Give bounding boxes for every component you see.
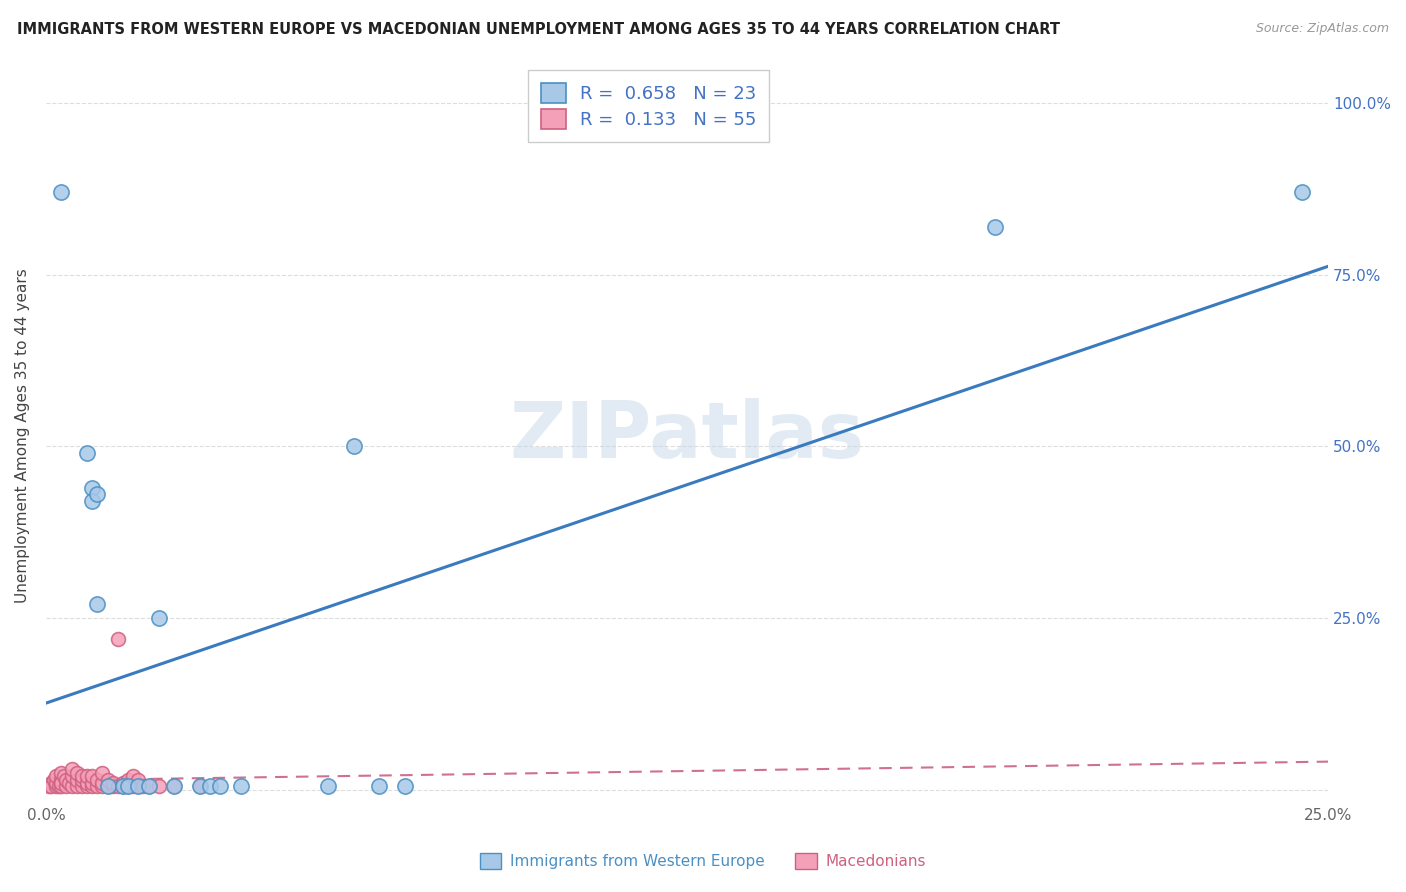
Point bbox=[39, 780, 62, 794]
Point bbox=[229, 780, 252, 794]
Point bbox=[198, 780, 221, 794]
Point bbox=[96, 780, 118, 794]
Point bbox=[86, 772, 108, 787]
Point bbox=[984, 219, 1007, 234]
Point bbox=[368, 780, 391, 794]
Point bbox=[86, 598, 108, 612]
Point bbox=[91, 765, 114, 780]
Point bbox=[117, 780, 139, 794]
Point bbox=[96, 772, 118, 787]
Point bbox=[70, 780, 93, 794]
Point bbox=[52, 769, 75, 783]
Point bbox=[76, 780, 98, 794]
Point bbox=[127, 780, 149, 794]
Point bbox=[82, 494, 104, 508]
Point bbox=[394, 780, 416, 794]
Point bbox=[138, 780, 160, 794]
Legend: Immigrants from Western Europe, Macedonians: Immigrants from Western Europe, Macedoni… bbox=[474, 847, 932, 875]
Point bbox=[55, 772, 77, 787]
Point bbox=[91, 776, 114, 790]
Point bbox=[1291, 185, 1313, 199]
Point bbox=[127, 780, 149, 794]
Point bbox=[60, 769, 83, 783]
Text: IMMIGRANTS FROM WESTERN EUROPE VS MACEDONIAN UNEMPLOYMENT AMONG AGES 35 TO 44 YE: IMMIGRANTS FROM WESTERN EUROPE VS MACEDO… bbox=[17, 22, 1060, 37]
Point bbox=[58, 776, 80, 790]
Point bbox=[101, 776, 124, 790]
Point bbox=[70, 772, 93, 787]
Point bbox=[82, 776, 104, 790]
Point bbox=[86, 780, 108, 794]
Point bbox=[45, 769, 67, 783]
Point bbox=[48, 780, 70, 794]
Point bbox=[42, 772, 65, 787]
Point bbox=[60, 780, 83, 794]
Point bbox=[117, 780, 139, 794]
Point bbox=[86, 487, 108, 501]
Point bbox=[51, 776, 73, 790]
Point bbox=[111, 780, 134, 794]
Point bbox=[209, 780, 232, 794]
Point bbox=[343, 439, 366, 453]
Point bbox=[76, 776, 98, 790]
Point bbox=[101, 780, 124, 794]
Point bbox=[111, 780, 134, 794]
Point bbox=[91, 780, 114, 794]
Point bbox=[82, 769, 104, 783]
Point bbox=[51, 780, 73, 794]
Point bbox=[163, 780, 186, 794]
Point bbox=[132, 780, 155, 794]
Text: ZIPatlas: ZIPatlas bbox=[509, 398, 865, 474]
Point bbox=[66, 765, 89, 780]
Point bbox=[148, 611, 170, 625]
Point bbox=[38, 780, 60, 794]
Point bbox=[51, 185, 73, 199]
Point bbox=[51, 772, 73, 787]
Point bbox=[66, 780, 89, 794]
Point bbox=[45, 780, 67, 794]
Point bbox=[51, 765, 73, 780]
Point bbox=[117, 772, 139, 787]
Point bbox=[82, 481, 104, 495]
Point bbox=[107, 780, 129, 794]
Y-axis label: Unemployment Among Ages 35 to 44 years: Unemployment Among Ages 35 to 44 years bbox=[15, 268, 30, 604]
Point bbox=[55, 780, 77, 794]
Point bbox=[188, 780, 211, 794]
Point bbox=[66, 772, 89, 787]
Point bbox=[107, 632, 129, 646]
Point bbox=[138, 780, 160, 794]
Point bbox=[82, 780, 104, 794]
Point bbox=[76, 446, 98, 460]
Point bbox=[96, 780, 118, 794]
Point bbox=[127, 772, 149, 787]
Point bbox=[122, 780, 145, 794]
Text: Source: ZipAtlas.com: Source: ZipAtlas.com bbox=[1256, 22, 1389, 36]
Point bbox=[188, 780, 211, 794]
Point bbox=[70, 769, 93, 783]
Point bbox=[122, 769, 145, 783]
Point bbox=[111, 776, 134, 790]
Point bbox=[316, 780, 339, 794]
Legend: R =  0.658   N = 23, R =  0.133   N = 55: R = 0.658 N = 23, R = 0.133 N = 55 bbox=[527, 70, 769, 142]
Point bbox=[45, 776, 67, 790]
Point bbox=[39, 776, 62, 790]
Point bbox=[76, 769, 98, 783]
Point bbox=[163, 780, 186, 794]
Point bbox=[148, 780, 170, 794]
Point bbox=[60, 762, 83, 776]
